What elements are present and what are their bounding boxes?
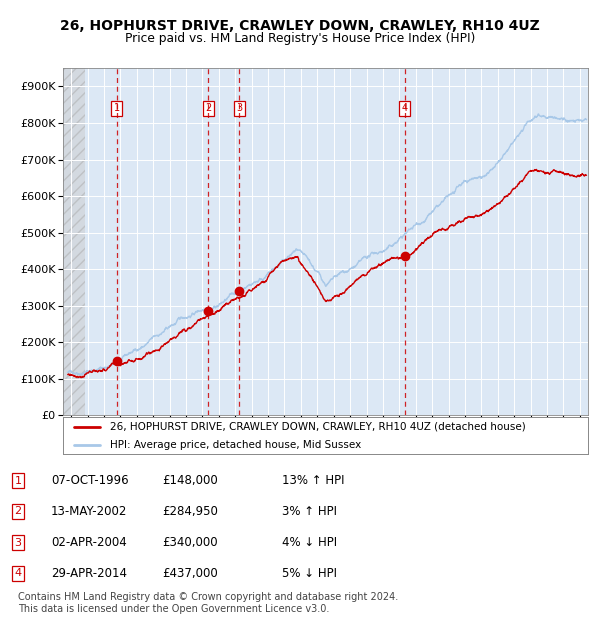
Text: 4% ↓ HPI: 4% ↓ HPI	[282, 536, 337, 549]
Text: 2: 2	[14, 507, 22, 516]
Text: Price paid vs. HM Land Registry's House Price Index (HPI): Price paid vs. HM Land Registry's House …	[125, 32, 475, 45]
Text: 4: 4	[401, 104, 407, 113]
Text: 4: 4	[14, 569, 22, 578]
Text: 26, HOPHURST DRIVE, CRAWLEY DOWN, CRAWLEY, RH10 4UZ: 26, HOPHURST DRIVE, CRAWLEY DOWN, CRAWLE…	[60, 19, 540, 33]
Text: 26, HOPHURST DRIVE, CRAWLEY DOWN, CRAWLEY, RH10 4UZ (detached house): 26, HOPHURST DRIVE, CRAWLEY DOWN, CRAWLE…	[110, 422, 526, 432]
Text: 3: 3	[14, 538, 22, 547]
Bar	[63, 68, 85, 415]
Text: £284,950: £284,950	[162, 505, 218, 518]
Text: HPI: Average price, detached house, Mid Sussex: HPI: Average price, detached house, Mid …	[110, 440, 361, 450]
Text: £437,000: £437,000	[162, 567, 218, 580]
Text: 2: 2	[205, 104, 211, 113]
Text: 1: 1	[113, 104, 120, 113]
Text: 1: 1	[14, 476, 22, 485]
Text: Contains HM Land Registry data © Crown copyright and database right 2024.
This d: Contains HM Land Registry data © Crown c…	[18, 592, 398, 614]
Text: 5% ↓ HPI: 5% ↓ HPI	[282, 567, 337, 580]
Text: 07-OCT-1996: 07-OCT-1996	[51, 474, 128, 487]
Text: 02-APR-2004: 02-APR-2004	[51, 536, 127, 549]
Text: 3% ↑ HPI: 3% ↑ HPI	[282, 505, 337, 518]
Text: 29-APR-2014: 29-APR-2014	[51, 567, 127, 580]
Text: 3: 3	[236, 104, 242, 113]
Text: £340,000: £340,000	[162, 536, 218, 549]
Text: 13-MAY-2002: 13-MAY-2002	[51, 505, 127, 518]
Text: 13% ↑ HPI: 13% ↑ HPI	[282, 474, 344, 487]
Text: £148,000: £148,000	[162, 474, 218, 487]
